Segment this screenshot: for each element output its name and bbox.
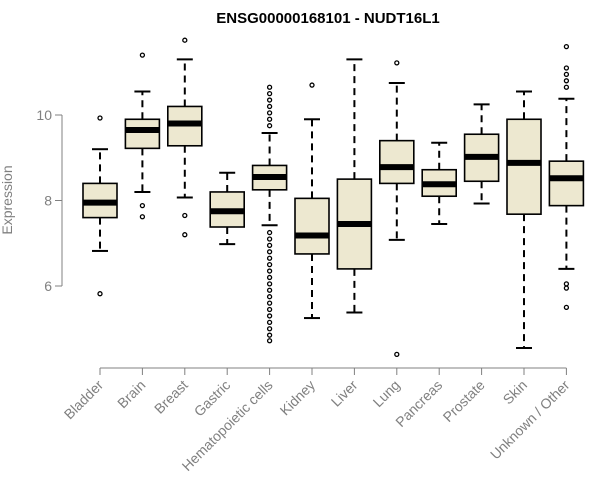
box-pancreas — [421, 141, 458, 226]
x-tick-label: Bladder — [61, 377, 107, 423]
y-axis-label: Expression — [0, 165, 15, 234]
outlier-point — [266, 300, 273, 306]
outlier-point — [97, 115, 103, 121]
box — [506, 118, 542, 215]
outlier-point — [139, 52, 146, 58]
box-liver — [336, 58, 373, 314]
x-tick-label: Skin — [500, 377, 531, 408]
box — [548, 160, 585, 207]
box-lung — [378, 60, 415, 358]
outlier-point — [266, 338, 273, 344]
outlier-point — [266, 319, 273, 325]
y-tick-label: 6 — [44, 278, 52, 294]
x-tick-label: Kidney — [277, 377, 319, 419]
outlier-point — [139, 214, 146, 220]
outlier-point — [266, 255, 273, 261]
x-tick-label: Pancreas — [392, 377, 445, 430]
outlier-point — [266, 116, 273, 122]
outlier-point — [266, 123, 273, 129]
outlier-point — [266, 294, 273, 300]
box-prostate — [463, 103, 500, 205]
outlier-point — [266, 229, 273, 236]
x-tick-label: Breast — [151, 377, 191, 417]
outlier-point — [563, 304, 570, 311]
outlier-point — [563, 84, 570, 90]
outlier-point — [266, 274, 273, 281]
box-breast — [167, 37, 203, 238]
outlier-point — [563, 71, 570, 78]
box-skin — [506, 90, 542, 349]
box — [124, 118, 161, 150]
y-axis: 6 8 10 — [36, 107, 63, 294]
outlier-point — [394, 351, 400, 358]
box-gastric — [209, 171, 245, 246]
x-tick-label: Prostate — [440, 377, 488, 425]
outlier-point — [266, 306, 273, 313]
outlier-point — [266, 268, 273, 274]
box-brain — [124, 52, 161, 220]
outlier-point — [563, 285, 570, 291]
x-tick-label: Lung — [370, 377, 403, 410]
x-tick-label: Liver — [328, 377, 361, 410]
outlier-point — [182, 37, 188, 43]
box-bladder — [82, 115, 118, 297]
box — [378, 139, 415, 185]
outlier-point — [394, 60, 400, 66]
x-tick-label: Unknown / Other — [487, 377, 573, 463]
outlier-point — [266, 90, 273, 97]
y-tick-label: 8 — [44, 193, 52, 209]
outlier-point — [266, 281, 273, 287]
outlier-point — [266, 110, 273, 116]
outlier-point — [139, 202, 146, 209]
y-tick-label: 10 — [36, 107, 52, 123]
outlier-point — [563, 281, 570, 287]
box-hematopoietic-cells — [251, 84, 288, 344]
outlier-point — [266, 313, 273, 319]
outlier-point — [266, 236, 273, 242]
outlier-point — [97, 291, 103, 297]
outlier-point — [266, 332, 273, 338]
outlier-point — [266, 287, 273, 293]
outlier-point — [309, 82, 315, 88]
outlier-point — [563, 65, 570, 71]
outlier-point — [182, 232, 188, 238]
outlier-point — [266, 249, 273, 255]
box-kidney — [294, 82, 330, 320]
outlier-point — [266, 103, 273, 110]
outlier-point — [266, 97, 273, 103]
outlier-point — [266, 242, 273, 249]
box-unknown-other — [548, 43, 585, 311]
outlier-point — [563, 78, 570, 84]
x-tick-label: Brain — [114, 377, 148, 411]
outlier-point — [563, 43, 570, 50]
outlier-point — [266, 326, 273, 332]
outlier-point — [266, 84, 273, 90]
outlier-point — [182, 212, 188, 219]
outlier-point — [266, 261, 273, 268]
box-series — [82, 37, 585, 358]
box — [294, 197, 330, 255]
chart-title: ENSG00000168101 - NUDT16L1 — [216, 10, 439, 27]
